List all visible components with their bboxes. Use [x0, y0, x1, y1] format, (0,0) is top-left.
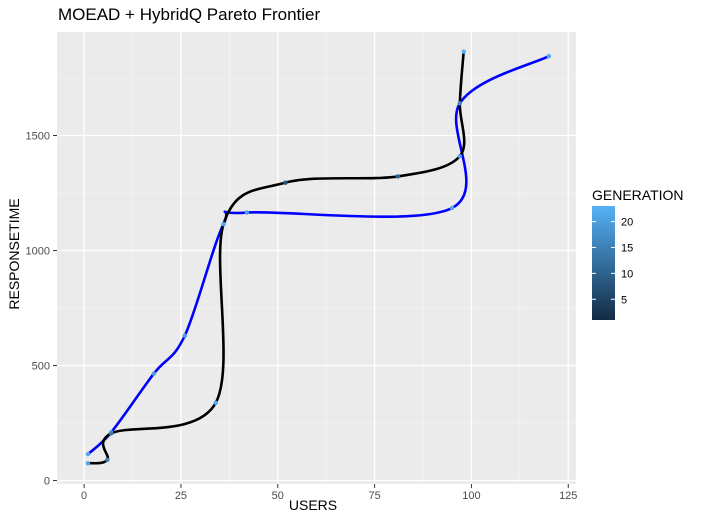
x-axis-title: USERS — [289, 497, 337, 513]
data-point — [461, 49, 466, 54]
y-tick-label: 0 — [44, 476, 50, 488]
data-point — [283, 180, 288, 185]
data-point — [457, 154, 463, 159]
series-line-0 — [87, 54, 550, 456]
series-points — [85, 49, 552, 466]
data-point — [457, 101, 463, 106]
y-tick-label: 500 — [32, 361, 50, 373]
data-point — [105, 457, 110, 463]
legend-title: GENERATION — [592, 187, 684, 203]
legend: GENERATION 5 10 15 20 — [592, 187, 684, 320]
data-point — [85, 461, 91, 466]
legend-tick-label: 10 — [621, 268, 633, 280]
y-axis-title: RESPONSETIME — [6, 198, 22, 309]
x-tick-label: 125 — [559, 490, 577, 502]
y-axis: 0 500 1000 1500 — [26, 131, 57, 488]
data-point — [109, 431, 114, 436]
data-point — [85, 451, 91, 457]
data-point — [221, 221, 226, 227]
legend-colorbar — [592, 206, 615, 320]
x-tick-label: 0 — [81, 490, 87, 502]
data-point — [546, 53, 552, 59]
series-lines — [87, 51, 550, 465]
legend-tick-label: 5 — [621, 294, 627, 306]
plot-panel — [57, 32, 576, 484]
x-tick-label: 50 — [272, 490, 284, 502]
grid-minor — [57, 32, 576, 484]
x-tick-label: 25 — [175, 490, 187, 502]
grid-major — [57, 32, 576, 484]
series-line-1 — [87, 51, 466, 465]
data-point — [182, 333, 188, 338]
x-tick-label: 100 — [462, 490, 480, 502]
legend-ticks: 5 10 15 20 — [592, 217, 633, 306]
x-tick-label: 75 — [368, 490, 380, 502]
chart-title: MOEAD + HybridQ Pareto Frontier — [58, 5, 321, 24]
data-point — [151, 371, 157, 376]
data-point — [395, 174, 401, 179]
legend-tick-label: 15 — [621, 242, 633, 254]
legend-tick-label: 20 — [621, 217, 633, 229]
data-point — [449, 205, 455, 211]
data-point — [213, 400, 218, 406]
data-point — [244, 210, 249, 215]
x-axis: 0 25 50 75 100 125 — [81, 484, 577, 502]
y-tick-label: 1500 — [26, 131, 50, 143]
y-tick-label: 1000 — [26, 246, 50, 258]
